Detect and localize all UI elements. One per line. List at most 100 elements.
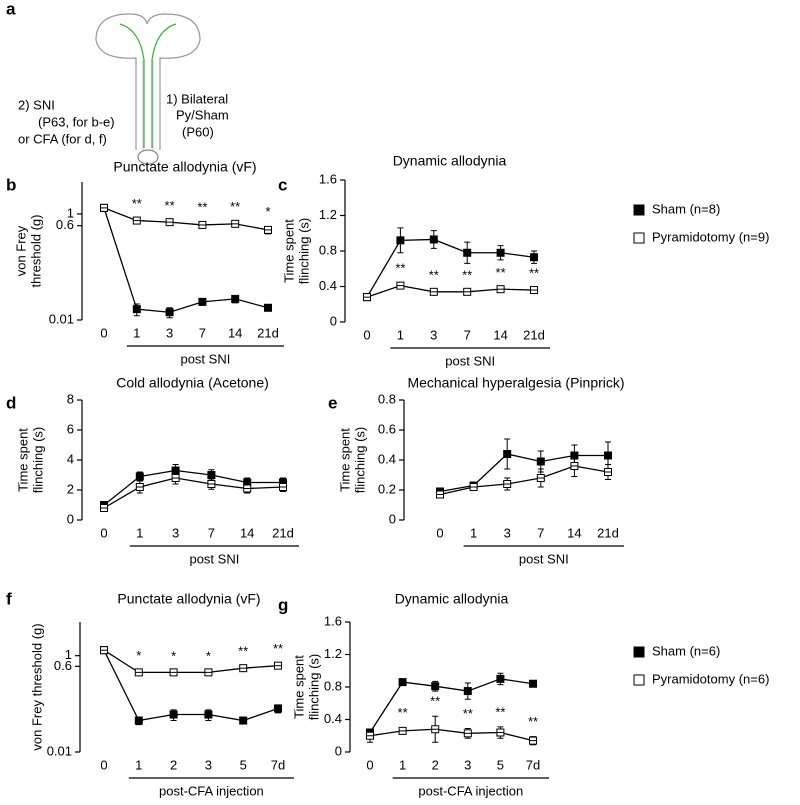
marker <box>132 305 141 314</box>
panel-label: c <box>278 175 287 194</box>
x-tick-label: 21d <box>597 525 619 540</box>
y-tick-label: 0.6 <box>378 421 396 436</box>
legend-swatch <box>633 646 645 658</box>
y-tick-label: 8 <box>67 391 74 406</box>
x-tick-label: 0 <box>100 325 107 340</box>
brain-outline <box>95 13 201 150</box>
marker <box>231 294 240 303</box>
legend-swatch <box>633 232 645 244</box>
cord-section <box>137 149 159 165</box>
marker <box>135 472 144 481</box>
x-tick-label: 7 <box>208 525 215 540</box>
series-line <box>366 238 535 298</box>
marker <box>463 687 472 696</box>
marker <box>530 253 538 262</box>
x-tick-label: 3 <box>430 327 437 342</box>
marker <box>463 248 472 257</box>
significance: ** <box>430 694 440 709</box>
y-axis-label: von Frey threshold (g) <box>29 623 44 750</box>
tract <box>119 23 177 148</box>
significance: * <box>136 648 141 663</box>
x-tick-label: 3 <box>464 757 471 772</box>
y-tick-label: 0.4 <box>324 711 342 726</box>
series-line <box>439 453 608 493</box>
x-tick-label: 21d <box>523 327 545 342</box>
x-tick-label: 14 <box>567 525 581 540</box>
legend-label: Sham (n=6) <box>652 643 720 658</box>
group-label: post SNI <box>180 351 230 366</box>
y-tick-label: 0.4 <box>378 451 396 466</box>
significance: ** <box>462 267 472 282</box>
x-tick-label: 5 <box>240 757 247 772</box>
y-tick-label: 0.8 <box>378 391 396 406</box>
significance: ** <box>273 641 283 656</box>
significance: ** <box>529 266 539 281</box>
marker <box>169 710 178 719</box>
y-tick-label: 0 <box>389 511 396 526</box>
marker <box>239 716 248 725</box>
x-tick-label: 3 <box>166 325 173 340</box>
x-tick-label: 0 <box>100 757 107 772</box>
y-axis-label: von Frey <box>13 225 28 276</box>
y-tick-label: 0 <box>67 511 74 526</box>
marker <box>536 457 545 466</box>
group-label: post SNI <box>189 551 239 566</box>
significance: ** <box>238 643 248 658</box>
x-tick-label: 7 <box>537 525 544 540</box>
significance: ** <box>132 196 142 211</box>
chart-title: Dynamic allodynia <box>395 591 509 607</box>
diagram-label: 2) SNI <box>18 97 55 112</box>
x-tick-label: 21d <box>272 525 294 540</box>
y-tick-label: 4 <box>67 451 74 466</box>
chart-title: Cold allodynia (Acetone) <box>116 375 269 391</box>
significance: * <box>265 204 270 219</box>
y-tick-label: 1.6 <box>324 613 342 628</box>
marker <box>204 710 213 719</box>
marker <box>165 308 174 317</box>
x-tick-label: 3 <box>504 525 511 540</box>
x-tick-label: 1 <box>397 327 404 342</box>
series-line <box>103 207 269 313</box>
legend-label: Pyramidotomy (n=9) <box>652 229 769 244</box>
x-tick-label: 1 <box>136 525 143 540</box>
y-tick-label: 0.8 <box>324 678 342 693</box>
chart-title: Mechanical hyperalgesia (Pinprick) <box>407 375 624 391</box>
x-tick-label: 2 <box>432 757 439 772</box>
y-tick-label: 0.01 <box>47 743 72 758</box>
y-axis-label: threshold (g) <box>28 215 43 288</box>
x-tick-label: 7d <box>271 757 285 772</box>
significance: ** <box>429 267 439 282</box>
y-tick-label: 1 <box>67 205 74 220</box>
x-tick-label: 1 <box>135 757 142 772</box>
y-axis-label: Time spent <box>15 428 30 492</box>
series-line <box>103 207 269 231</box>
series-line <box>369 728 534 742</box>
legend-label: Sham (n=8) <box>652 201 720 216</box>
chart-title: Punctate allodynia (vF) <box>117 591 260 607</box>
significance: ** <box>495 704 505 719</box>
x-tick-label: 0 <box>436 525 443 540</box>
marker <box>429 235 438 244</box>
x-tick-label: 14 <box>240 525 254 540</box>
x-tick-label: 21d <box>257 325 279 340</box>
group-label: post-CFA injection <box>159 783 264 798</box>
significance: ** <box>197 200 207 215</box>
y-tick-label: 6 <box>67 421 74 436</box>
panel-label: d <box>6 393 16 412</box>
marker <box>398 678 407 687</box>
series-line <box>103 477 284 509</box>
diagram-label: (P60) <box>182 124 214 139</box>
y-axis-label: flinching (s) <box>352 427 367 493</box>
marker <box>503 450 512 458</box>
x-tick-label: 14 <box>228 325 242 340</box>
marker <box>264 303 272 312</box>
panel-label: a <box>6 0 16 18</box>
y-axis-label: flinching (s) <box>296 218 311 284</box>
y-tick-label: 1.2 <box>324 646 342 661</box>
panel-label: f <box>6 589 12 608</box>
significance: ** <box>496 265 506 280</box>
marker <box>431 682 440 691</box>
y-axis-label: flinching (s) <box>30 427 45 493</box>
diagram-label: (P63, for b-e) <box>38 114 115 129</box>
series-line <box>103 649 279 674</box>
